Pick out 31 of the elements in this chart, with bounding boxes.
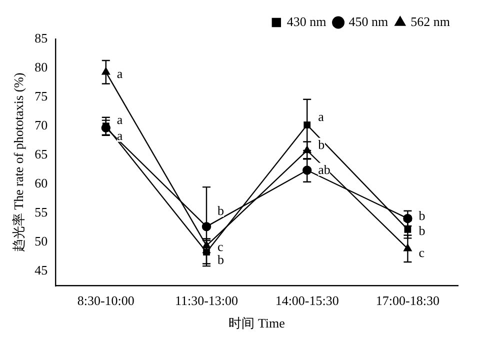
annotation: a xyxy=(116,66,123,81)
y-tick-label: 50 xyxy=(34,234,48,249)
annotation: c xyxy=(418,244,424,260)
annotation: b xyxy=(318,136,325,152)
legend-label: 450 nm xyxy=(348,14,388,29)
x-tick-label: 14:00-15:30 xyxy=(275,293,339,308)
y-tick-label: 55 xyxy=(34,204,48,220)
annotation: a xyxy=(116,112,123,128)
y-tick-label: 65 xyxy=(34,146,48,162)
annotation: b xyxy=(218,252,224,267)
annotation: a xyxy=(318,109,324,124)
annotation: b xyxy=(218,203,224,218)
legend-label: 562 nm xyxy=(410,14,450,29)
annotation: b xyxy=(418,207,426,222)
annotation: b xyxy=(418,223,426,238)
x-axis-title: 时间 Time xyxy=(228,316,286,331)
y-axis-title: 趋光率 The rate of phototaxis (%) xyxy=(11,72,26,252)
y-tick-label: 60 xyxy=(34,176,48,191)
point xyxy=(304,122,311,128)
x-tick-label: 17:00-18:30 xyxy=(376,293,440,308)
x-tick-label: 8:30-10:00 xyxy=(77,293,134,308)
annotation: c xyxy=(218,238,224,254)
x-tick-label: 11:30-13:00 xyxy=(174,293,238,308)
annotation: ab xyxy=(318,162,330,178)
y-tick-label: 75 xyxy=(34,88,48,104)
y-tick-label: 80 xyxy=(34,59,48,74)
y-tick-label: 70 xyxy=(34,118,48,133)
y-tick-label: 45 xyxy=(34,262,48,278)
y-tick-label: 85 xyxy=(34,30,48,46)
legend-label: 430 nm xyxy=(286,14,326,29)
annotation: a xyxy=(116,128,123,143)
